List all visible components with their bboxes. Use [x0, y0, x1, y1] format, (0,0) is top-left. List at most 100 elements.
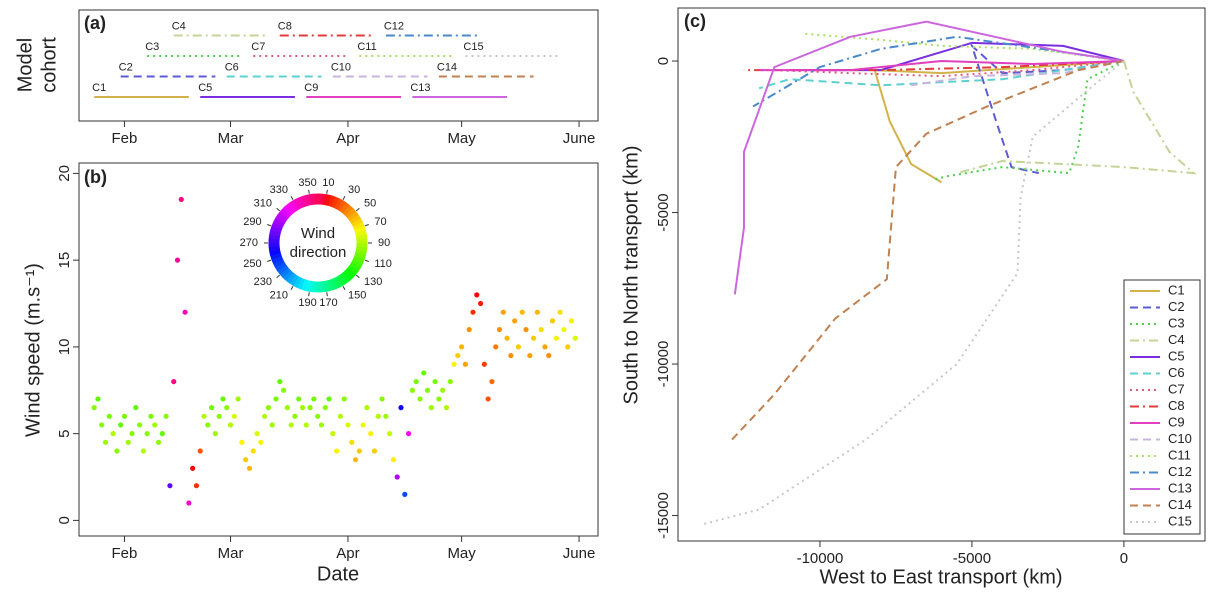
point: [318, 422, 325, 428]
point: [303, 422, 309, 428]
point: [349, 439, 355, 445]
wheel-tick: [326, 189, 328, 194]
wheel-segment: [337, 200, 347, 212]
point: [182, 309, 188, 315]
y-tick-label: -5000: [655, 193, 672, 231]
point: [315, 413, 321, 419]
point: [243, 457, 249, 463]
wheel-segment: [355, 230, 367, 237]
x-tick-label: Mar: [218, 130, 244, 147]
point: [205, 422, 211, 428]
point: [489, 378, 495, 385]
y-axis-label: South to North transport (km): [620, 146, 642, 405]
wheel-tick: [267, 259, 272, 262]
panel-a-frame: [78, 9, 599, 122]
point: [250, 448, 256, 454]
trajectory: [969, 42, 1125, 175]
trajectory: [774, 60, 1125, 78]
point: [341, 396, 347, 402]
point: [186, 500, 192, 506]
wheel-segment: [347, 265, 359, 276]
legend-label: C15: [1168, 513, 1192, 528]
wheel-label: 330: [270, 184, 288, 196]
point: [265, 405, 272, 411]
wheel-label: 190: [298, 297, 316, 309]
point: [500, 309, 506, 315]
point: [330, 431, 336, 437]
point: [284, 405, 290, 411]
wheel-segment: [324, 194, 332, 206]
cohort-label: C1: [92, 82, 106, 94]
wheel-segment: [352, 222, 365, 231]
wheel-segment: [272, 258, 285, 268]
wheel-segment: [271, 255, 284, 264]
point: [254, 431, 260, 437]
cohort-label: C12: [384, 20, 404, 32]
wheel-tick: [290, 286, 294, 291]
wheel-segment: [268, 233, 281, 240]
wheel-label: 50: [364, 198, 376, 210]
point: [208, 405, 215, 411]
x-tick-label: Apr: [336, 130, 359, 147]
wheel-segment: [270, 252, 282, 260]
wheel-segment: [277, 210, 289, 221]
point: [504, 335, 510, 341]
trajectory: [873, 60, 1124, 184]
point: [477, 300, 484, 307]
x-tick-label: June: [563, 130, 596, 147]
point: [296, 396, 302, 402]
point: [364, 405, 370, 411]
panel-b-frame: [78, 162, 599, 537]
point: [390, 457, 397, 463]
point: [129, 431, 135, 437]
wheel-segment: [301, 195, 309, 207]
wheel-segment: [293, 197, 303, 210]
legend-label: C2: [1168, 299, 1185, 314]
point: [443, 405, 450, 411]
point: [231, 413, 237, 419]
cohort-label: C9: [304, 82, 318, 94]
x-tick-label: 0: [1120, 550, 1128, 567]
wheel-segment: [269, 249, 281, 256]
point: [292, 413, 298, 419]
x-axis-label: Date: [317, 563, 359, 585]
wheel-label: 250: [243, 258, 261, 270]
point: [561, 326, 567, 333]
point: [413, 378, 419, 385]
x-tick-label: Mar: [218, 545, 244, 562]
point: [409, 387, 415, 393]
point: [371, 448, 378, 454]
panel-title: (c): [684, 11, 706, 31]
point: [383, 413, 389, 419]
point: [421, 370, 427, 376]
wheel-segment: [330, 277, 339, 290]
legend-label: C14: [1168, 497, 1192, 512]
point: [133, 405, 139, 411]
wheel-tick: [355, 274, 360, 279]
cohort-label: C2: [119, 61, 133, 73]
wheel-title: Wind: [301, 225, 335, 242]
point: [246, 465, 253, 471]
x-tick-label: June: [563, 545, 596, 562]
y-tick-label: 0: [655, 57, 672, 65]
wheel-tick: [308, 189, 310, 194]
cohort-label: C15: [463, 41, 483, 53]
wheel-segment: [333, 276, 343, 289]
wheel-segment: [304, 280, 312, 292]
point: [322, 405, 328, 411]
point: [553, 335, 559, 341]
wheel-segment: [355, 246, 368, 253]
point: [114, 448, 120, 454]
wheel-tick: [276, 207, 281, 212]
wheel-segment: [292, 276, 302, 288]
y-axis-label: cohort: [38, 37, 60, 93]
trajectory: [733, 20, 1125, 295]
x-tick-label: -10000: [797, 550, 844, 567]
y-tick-label: 5: [56, 429, 73, 437]
point: [417, 396, 423, 402]
wheel-segment: [270, 225, 282, 234]
wheel-segment: [279, 267, 291, 279]
wheel-tick: [364, 259, 369, 262]
wheel-segment: [351, 218, 364, 228]
point: [470, 309, 476, 315]
